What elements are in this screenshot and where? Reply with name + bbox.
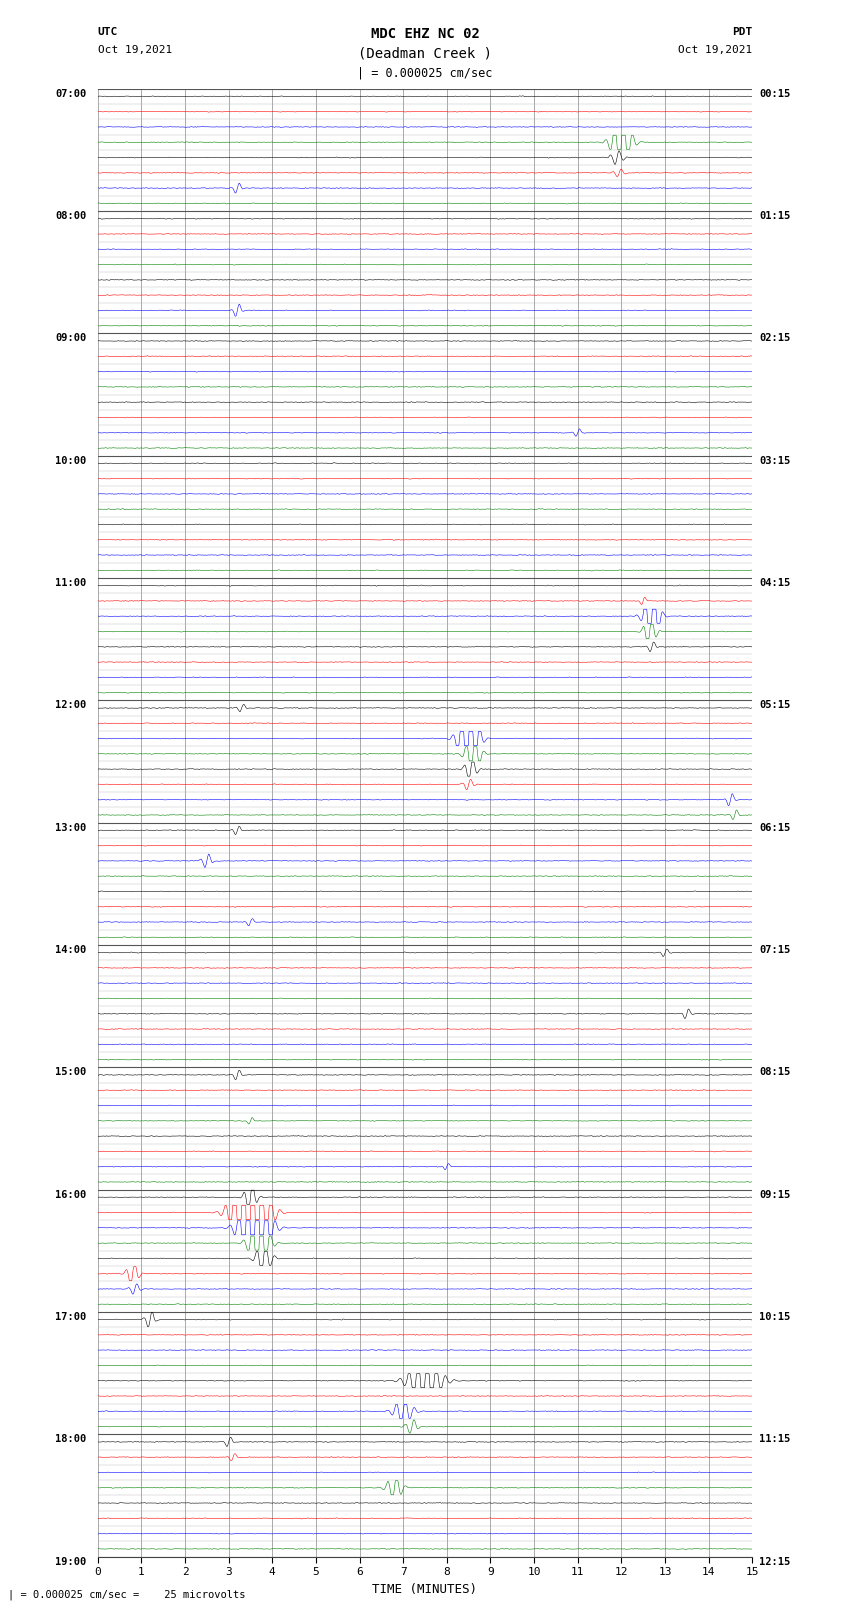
Text: 07:15: 07:15	[759, 945, 791, 955]
Text: Oct 19,2021: Oct 19,2021	[678, 45, 752, 55]
Text: 11:00: 11:00	[55, 577, 87, 589]
Text: MDC EHZ NC 02: MDC EHZ NC 02	[371, 27, 479, 42]
Text: | = 0.000025 cm/sec =    25 microvolts: | = 0.000025 cm/sec = 25 microvolts	[8, 1589, 246, 1600]
Text: 12:15: 12:15	[759, 1557, 791, 1566]
Text: 01:15: 01:15	[759, 211, 791, 221]
Text: UTC: UTC	[98, 27, 118, 37]
Text: Oct 19,2021: Oct 19,2021	[98, 45, 172, 55]
Text: 04:15: 04:15	[759, 577, 791, 589]
Text: 17:00: 17:00	[55, 1311, 87, 1323]
Text: PDT: PDT	[732, 27, 752, 37]
Text: 16:00: 16:00	[55, 1190, 87, 1200]
Text: 05:15: 05:15	[759, 700, 791, 710]
Text: 08:00: 08:00	[55, 211, 87, 221]
Text: 10:15: 10:15	[759, 1311, 791, 1323]
X-axis label: TIME (MINUTES): TIME (MINUTES)	[372, 1582, 478, 1595]
Text: 12:00: 12:00	[55, 700, 87, 710]
Text: 10:00: 10:00	[55, 456, 87, 466]
Text: 07:00: 07:00	[55, 89, 87, 98]
Text: 09:00: 09:00	[55, 334, 87, 344]
Text: 14:00: 14:00	[55, 945, 87, 955]
Text: 13:00: 13:00	[55, 823, 87, 832]
Text: 09:15: 09:15	[759, 1190, 791, 1200]
Text: 08:15: 08:15	[759, 1068, 791, 1077]
Text: 03:15: 03:15	[759, 456, 791, 466]
Text: 06:15: 06:15	[759, 823, 791, 832]
Text: 00:15: 00:15	[759, 89, 791, 98]
Text: | = 0.000025 cm/sec: | = 0.000025 cm/sec	[357, 66, 493, 79]
Text: 19:00: 19:00	[55, 1557, 87, 1566]
Text: 18:00: 18:00	[55, 1434, 87, 1444]
Text: 15:00: 15:00	[55, 1068, 87, 1077]
Text: (Deadman Creek ): (Deadman Creek )	[358, 47, 492, 61]
Text: 02:15: 02:15	[759, 334, 791, 344]
Text: 11:15: 11:15	[759, 1434, 791, 1444]
